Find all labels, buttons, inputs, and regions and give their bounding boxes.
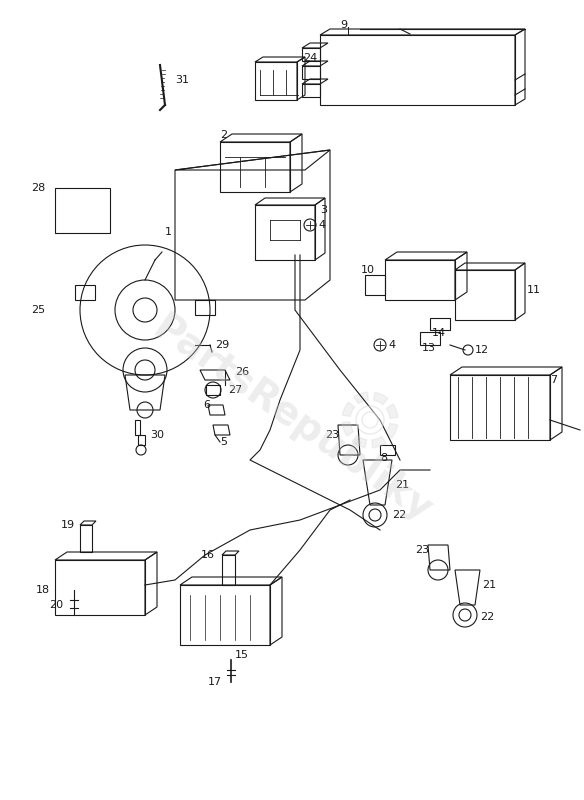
Text: 10: 10 [361, 265, 375, 275]
Text: 26: 26 [235, 367, 249, 377]
Text: 21: 21 [482, 580, 496, 590]
Text: 17: 17 [208, 677, 222, 687]
Text: 20: 20 [49, 600, 63, 610]
Text: 22: 22 [392, 510, 406, 520]
Text: 18: 18 [36, 585, 50, 595]
Text: 2: 2 [220, 130, 227, 140]
Text: 31: 31 [175, 75, 189, 85]
Wedge shape [385, 423, 398, 438]
Circle shape [356, 406, 384, 434]
Wedge shape [374, 393, 388, 405]
Text: 16: 16 [201, 550, 215, 560]
Wedge shape [342, 402, 354, 417]
Text: 1: 1 [165, 227, 172, 237]
Text: 11: 11 [527, 285, 541, 295]
Text: 21: 21 [395, 480, 409, 490]
Text: 29: 29 [215, 340, 230, 350]
Wedge shape [342, 422, 354, 436]
Text: 8: 8 [380, 453, 387, 463]
Text: 7: 7 [550, 375, 557, 385]
Text: PartsRepubliky: PartsRepubliky [145, 310, 439, 530]
Text: 4: 4 [318, 220, 325, 230]
Wedge shape [372, 436, 386, 448]
Text: 24: 24 [303, 53, 317, 63]
Wedge shape [387, 404, 398, 418]
Text: 27: 27 [228, 385, 242, 395]
Text: 15: 15 [235, 650, 249, 660]
Text: 25: 25 [31, 305, 45, 315]
Wedge shape [352, 435, 367, 447]
Text: 12: 12 [475, 345, 489, 355]
Text: 14: 14 [432, 328, 446, 338]
Text: 23: 23 [325, 430, 339, 440]
Text: 22: 22 [480, 612, 494, 622]
Text: 4: 4 [388, 340, 395, 350]
Text: 5: 5 [220, 437, 227, 447]
Text: 6: 6 [203, 400, 210, 410]
Text: 23: 23 [415, 545, 429, 555]
Text: 9: 9 [340, 20, 347, 30]
Text: 3: 3 [320, 205, 327, 215]
Text: 30: 30 [150, 430, 164, 440]
Text: 19: 19 [61, 520, 75, 530]
Text: 13: 13 [422, 343, 436, 353]
Wedge shape [354, 392, 369, 404]
Text: 28: 28 [31, 183, 45, 193]
